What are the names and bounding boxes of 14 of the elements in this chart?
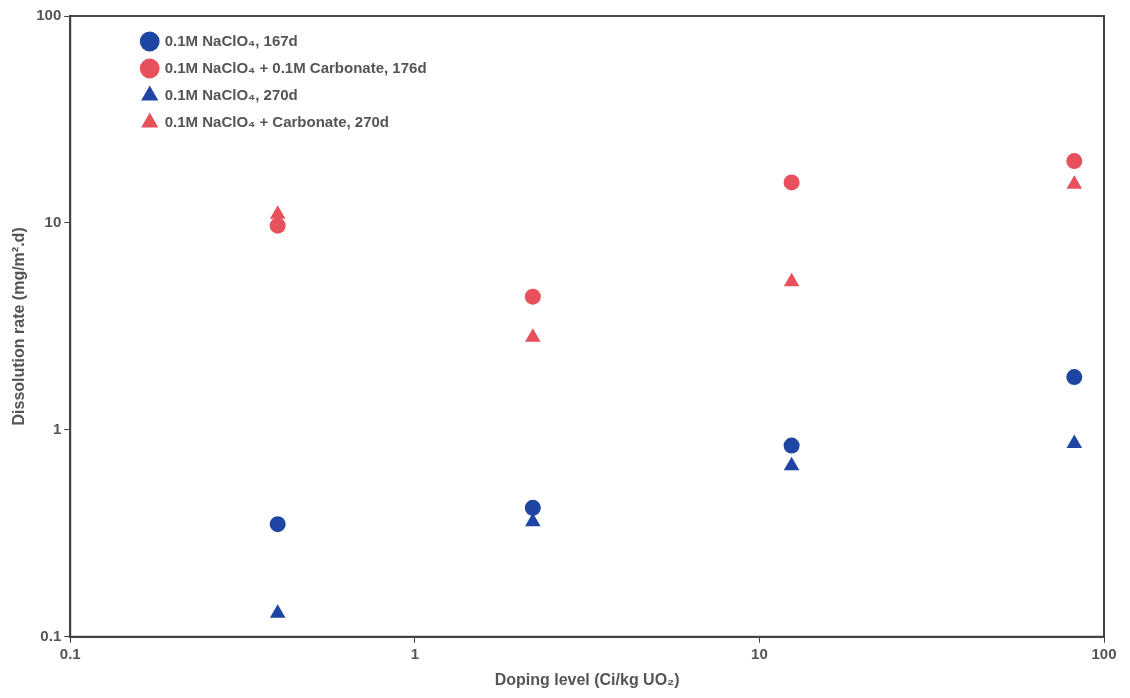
y-axis-title: Dissolution rate (mg/m².d): [10, 227, 28, 426]
y-tick-label: 0.1: [40, 626, 62, 644]
legend-label: 0.1M NaClO₄ + 0.1M Carbonate, 176d: [164, 58, 427, 76]
x-axis-title: Doping level (Ci/kg UO₂): [494, 670, 680, 688]
x-tick-label: 100: [1091, 644, 1117, 662]
legend-label: 0.1M NaClO₄, 270d: [164, 85, 298, 103]
legend-label: 0.1M NaClO₄ + Carbonate, 270d: [164, 112, 390, 130]
x-tick-label: 0.1: [59, 644, 81, 662]
legend-label: 0.1M NaClO₄, 167d: [164, 31, 298, 49]
y-tick-label: 1: [52, 420, 62, 438]
y-tick-label: 10: [44, 213, 62, 231]
x-tick-label: 1: [410, 644, 419, 662]
y-tick-label: 100: [36, 6, 62, 24]
x-tick-label: 10: [751, 644, 768, 662]
